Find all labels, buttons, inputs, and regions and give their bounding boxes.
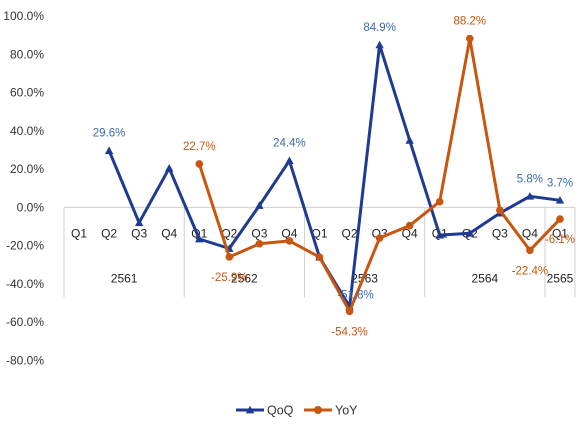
data-label-yoy: 22.7% <box>183 141 216 153</box>
x-category-label: Q2 <box>342 226 358 240</box>
data-label-qoq: 3.7% <box>547 177 573 189</box>
point-yoy <box>285 237 294 245</box>
x-category-label: Q2 <box>221 226 237 240</box>
axis-layer: 100.0% 80.0% 60.0% 40.0% 20.0% 0.0% -20.0% -40.… <box>3 9 576 368</box>
point-qoq <box>134 218 144 227</box>
x-category-label: Q4 <box>281 226 297 240</box>
data-label-yoy: 88.2% <box>453 16 486 28</box>
point-qoq <box>104 146 114 155</box>
data-label-qoq: 84.9% <box>363 22 396 34</box>
point-yoy <box>255 239 264 248</box>
legend-marker-qoq <box>245 405 255 414</box>
x-category-label: Q1 <box>552 226 568 240</box>
data-label-yoy: -6.1% <box>545 234 575 246</box>
x-year-label: 2564 <box>471 271 498 285</box>
x-category-label: Q3 <box>131 226 147 240</box>
data-label-qoq: 5.8% <box>517 173 543 185</box>
legend: QoQ YoY <box>236 404 358 418</box>
point-yoy <box>405 221 414 230</box>
point-qoq <box>285 156 294 165</box>
point-yoy <box>556 215 564 223</box>
point-yoy <box>526 246 534 255</box>
y-tick-label: 60.0% <box>10 86 44 100</box>
x-category-label: Q3 <box>492 226 508 240</box>
data-label-qoq: 29.6% <box>93 128 126 140</box>
legend-marker-yoy <box>314 406 322 414</box>
x-year-label: 2562 <box>231 271 258 285</box>
point-yoy <box>225 253 234 261</box>
point-qoq <box>195 234 204 243</box>
y-tick-label: 100.0% <box>3 9 44 23</box>
point-qoq <box>465 229 474 237</box>
x-category-label: Q4 <box>522 226 538 240</box>
series-layer <box>104 34 565 316</box>
point-yoy <box>195 160 204 168</box>
point-yoy <box>496 206 504 215</box>
y-tick-label: 0.0% <box>17 200 45 214</box>
x-category-label: Q1 <box>311 226 327 240</box>
point-yoy <box>315 253 324 261</box>
x-category-label: Q3 <box>251 226 267 240</box>
point-qoq <box>555 196 565 204</box>
x-category-label: Q2 <box>101 226 117 240</box>
y-tick-label: -60.0% <box>6 315 44 329</box>
data-label-qoq: -51.8% <box>337 290 373 302</box>
data-label-yoy: -22.4% <box>512 265 548 277</box>
x-year-label: 2565 <box>547 271 574 285</box>
y-tick-label: 40.0% <box>10 124 44 138</box>
point-qoq <box>405 136 414 144</box>
data-label-yoy: -54.3% <box>331 326 367 338</box>
x-year-label: 2561 <box>111 271 138 285</box>
point-yoy <box>465 34 474 43</box>
legend-label-yoy: YoY <box>335 404 358 418</box>
legend-label-qoq: QoQ <box>267 404 294 418</box>
point-qoq <box>375 40 384 49</box>
x-year-label: 2563 <box>351 271 378 285</box>
x-category-label: Q1 <box>71 226 87 240</box>
x-category-label: Q4 <box>161 226 177 240</box>
y-tick-label: 80.0% <box>10 47 44 61</box>
x-category-label: Q4 <box>402 226 418 240</box>
data-label-qoq: 24.4% <box>273 138 306 150</box>
y-tick-label: -40.0% <box>6 277 44 291</box>
data-label-yoy: -25.9% <box>211 272 247 284</box>
y-tick-label: -80.0% <box>6 354 44 368</box>
point-yoy <box>375 234 384 242</box>
point-yoy <box>345 307 354 316</box>
y-tick-label: -20.0% <box>6 239 44 253</box>
data-label-layer: 29.6% 24.4% -51.8% 84.9% 5.8% 3.7% 22.7% -25.9%… <box>93 16 575 339</box>
point-qoq <box>435 230 444 239</box>
point-qoq <box>525 192 535 200</box>
point-qoq <box>165 163 174 172</box>
point-qoq <box>255 201 264 209</box>
y-tick-label: 20.0% <box>10 162 44 176</box>
point-yoy <box>435 197 444 206</box>
